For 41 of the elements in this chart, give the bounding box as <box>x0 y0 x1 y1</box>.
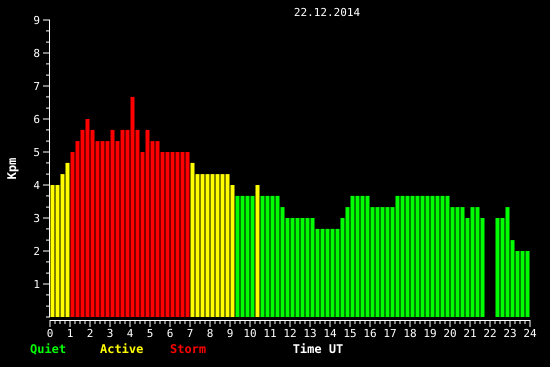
y-tick-label: 7 <box>33 80 40 93</box>
text: Quiet <box>30 342 66 356</box>
x-tick-label: 24 <box>523 327 537 340</box>
x-tick-label: 4 <box>126 327 134 340</box>
chart-title: 22.12.2014 <box>294 6 360 19</box>
x-tick-label: 7 <box>186 327 194 340</box>
y-tick-label: 9 <box>33 14 40 27</box>
bar <box>256 185 260 317</box>
x-tick-label: 21 <box>463 327 477 340</box>
x-tick-label: 8 <box>206 327 214 340</box>
y-tick-label: 6 <box>33 112 40 126</box>
y-tick-label: 1 <box>33 278 40 291</box>
y-tick-label: 5 <box>33 146 40 159</box>
text: Active <box>100 342 144 356</box>
y-tick-label: 3 <box>33 212 40 225</box>
x-tick-label: 11 <box>263 327 277 340</box>
x-tick-label: 5 <box>146 327 154 340</box>
x-tick-label: 3 <box>106 327 114 340</box>
y-tick-label: 8 <box>33 46 40 60</box>
x-tick-label: 14 <box>323 327 337 340</box>
x-tick-label: 10 <box>243 327 257 340</box>
x-tick-label: 0 <box>46 327 54 340</box>
x-axis-title: Time UT <box>292 342 344 356</box>
text: Storm <box>170 342 206 356</box>
x-tick-label: 20 <box>443 327 457 340</box>
x-tick-label: 2 <box>86 327 94 340</box>
x-tick-label: 22 <box>483 327 497 340</box>
x-tick-label: 13 <box>303 327 317 340</box>
x-tick-label: 17 <box>383 327 397 340</box>
y-tick-label: 2 <box>33 244 40 258</box>
x-tick-label: 18 <box>403 327 417 340</box>
x-tick-label: 9 <box>226 327 234 340</box>
x-tick-label: 12 <box>283 327 297 340</box>
x-tick-label: 19 <box>423 327 437 340</box>
x-tick-label: 6 <box>166 327 174 340</box>
x-tick-label: 23 <box>503 327 517 340</box>
y-tick-label: 4 <box>33 178 40 192</box>
y-axis-title: Kpm <box>5 158 19 180</box>
x-tick-label: 15 <box>343 327 357 340</box>
x-tick-label: 16 <box>363 327 377 340</box>
x-tick-label: 1 <box>66 327 74 340</box>
